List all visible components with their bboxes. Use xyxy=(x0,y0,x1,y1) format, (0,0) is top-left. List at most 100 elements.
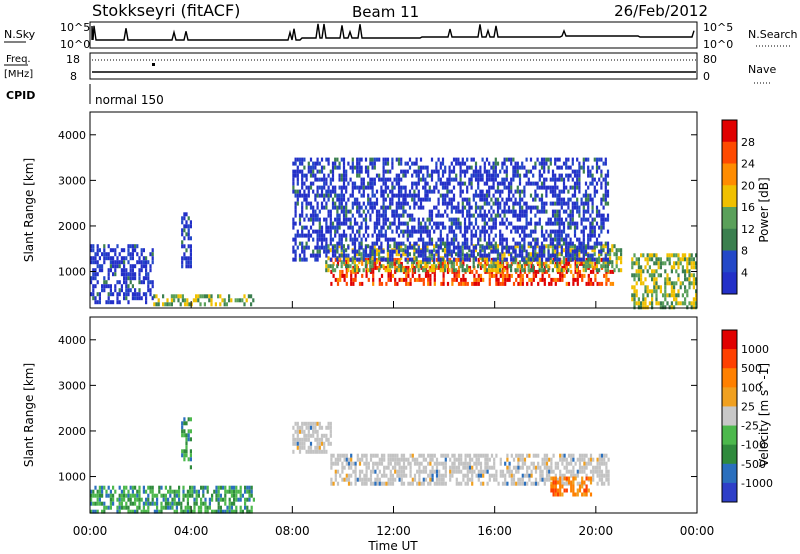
range-cell xyxy=(331,177,335,182)
range-cell xyxy=(226,509,229,514)
range-cell xyxy=(327,209,330,214)
range-cell xyxy=(653,285,656,290)
range-cell xyxy=(389,453,392,458)
range-cell xyxy=(527,260,530,265)
range-cell xyxy=(380,281,384,286)
range-cell xyxy=(567,173,570,178)
range-cell xyxy=(353,197,357,202)
colorbar-swatch xyxy=(722,330,737,350)
range-cell xyxy=(547,244,550,249)
range-cell xyxy=(312,449,315,454)
range-cell xyxy=(307,445,310,450)
range-cell xyxy=(382,189,385,194)
range-cell xyxy=(309,225,313,230)
range-cell xyxy=(543,209,546,214)
range-cell xyxy=(600,481,604,486)
range-cell xyxy=(334,185,337,190)
range-cell xyxy=(479,177,482,182)
range-cell xyxy=(380,473,384,478)
nsky-label: N.Sky xyxy=(4,28,36,41)
range-cell xyxy=(439,233,442,238)
range-cell xyxy=(134,272,137,277)
range-cell xyxy=(554,488,557,493)
range-cell xyxy=(446,269,450,274)
range-cell xyxy=(208,294,211,299)
range-cell xyxy=(323,233,326,238)
range-cell xyxy=(494,260,497,265)
range-cell xyxy=(488,169,491,174)
range-cell xyxy=(504,481,507,486)
range-cell xyxy=(554,281,557,286)
range-cell xyxy=(371,241,374,246)
range-cell xyxy=(373,249,376,254)
range-cell xyxy=(190,302,193,307)
y-tick-label: 4000 xyxy=(58,129,86,142)
range-cell xyxy=(494,177,497,182)
range-cell xyxy=(605,473,608,478)
range-cell xyxy=(90,509,93,514)
range-cell xyxy=(457,273,461,278)
range-cell xyxy=(129,280,132,285)
range-cell xyxy=(376,473,379,478)
range-cell xyxy=(494,241,497,246)
range-cell xyxy=(459,264,462,269)
freq-unit-label: [MHz] xyxy=(4,69,33,80)
range-cell xyxy=(686,293,689,298)
range-cell xyxy=(538,197,541,202)
range-cell xyxy=(584,249,588,254)
range-cell xyxy=(530,461,533,466)
range-cell xyxy=(320,245,324,250)
range-cell xyxy=(416,261,419,266)
range-cell xyxy=(455,469,458,474)
range-cell xyxy=(482,481,485,486)
range-cell xyxy=(94,509,97,514)
range-cell xyxy=(173,489,176,494)
range-cell xyxy=(338,161,341,166)
range-cell xyxy=(606,181,610,186)
range-cell xyxy=(382,225,385,230)
range-cell xyxy=(378,268,381,273)
range-cell xyxy=(540,225,544,230)
range-cell xyxy=(187,232,190,237)
range-cell xyxy=(389,481,392,486)
range-cell xyxy=(345,221,348,226)
range-cell xyxy=(387,453,390,458)
range-cell xyxy=(688,257,691,262)
range-cell xyxy=(419,201,423,206)
range-cell xyxy=(584,252,587,257)
range-cell xyxy=(413,256,416,261)
range-cell xyxy=(94,268,97,273)
range-cell xyxy=(631,261,634,266)
range-cell xyxy=(493,477,496,482)
range-cell xyxy=(532,253,535,258)
range-cell xyxy=(556,221,559,226)
range-cell xyxy=(519,457,522,462)
range-cell xyxy=(230,493,233,498)
range-cell xyxy=(345,248,348,253)
range-cell xyxy=(604,257,607,262)
range-cell xyxy=(239,493,242,498)
range-cell xyxy=(438,469,441,474)
range-cell xyxy=(114,268,117,273)
range-cell xyxy=(369,453,373,458)
range-cell xyxy=(440,281,443,286)
range-cell xyxy=(350,277,353,282)
range-cell xyxy=(581,465,584,470)
range-cell xyxy=(492,245,495,250)
range-cell xyxy=(96,264,99,269)
range-cell xyxy=(164,497,167,502)
range-cell xyxy=(350,453,353,458)
range-cell xyxy=(591,233,594,238)
range-cell xyxy=(466,157,469,162)
range-cell xyxy=(318,245,321,250)
range-cell xyxy=(591,181,594,186)
range-cell xyxy=(551,209,555,214)
range-cell xyxy=(243,294,246,299)
range-cell xyxy=(378,281,381,286)
range-cell xyxy=(490,165,493,170)
range-cell xyxy=(435,481,439,486)
range-cell xyxy=(585,473,588,478)
range-cell xyxy=(655,289,658,294)
range-cell xyxy=(504,265,507,270)
